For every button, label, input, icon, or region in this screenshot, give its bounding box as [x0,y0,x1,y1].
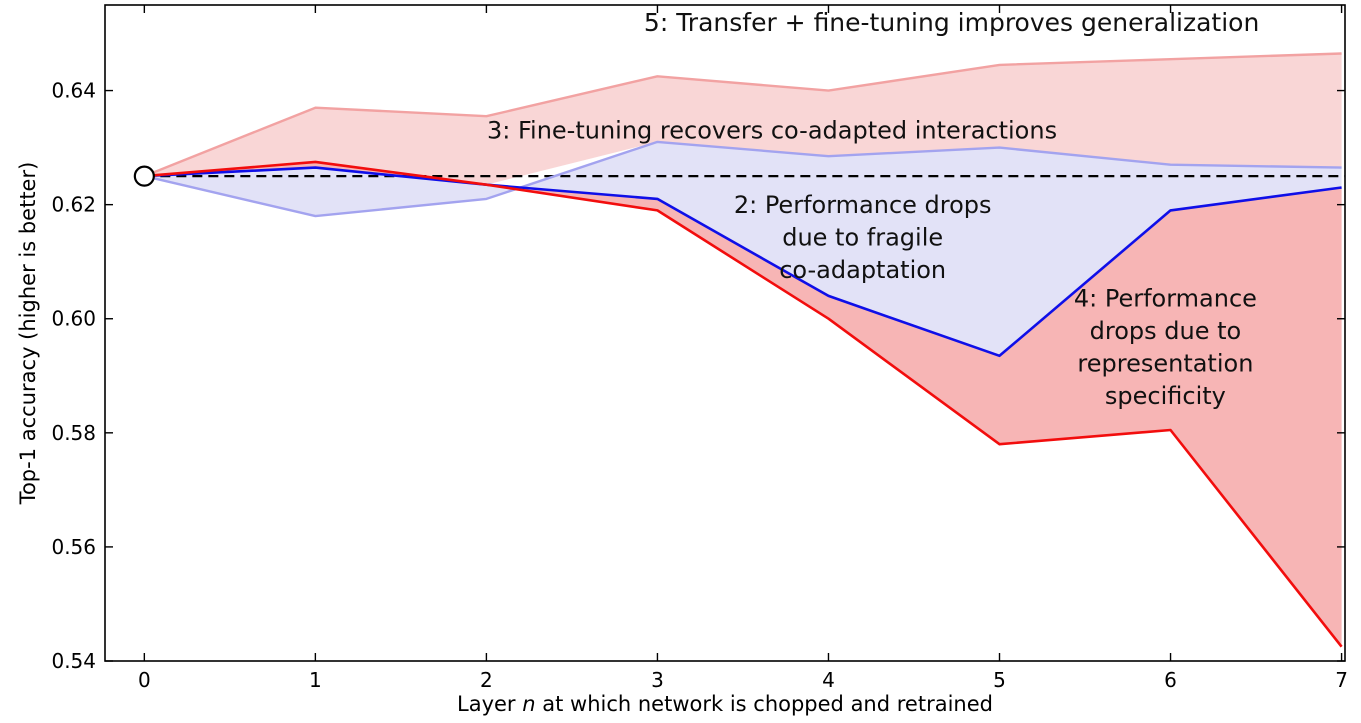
annotation-line: 5: Transfer + fine-tuning improves gener… [644,8,1259,37]
x-tick-label: 0 [138,668,151,692]
y-tick-label: 0.58 [51,421,96,445]
x-axis-label-prefix: Layer [457,692,523,716]
annotation-3-finetuning-recovers-coadapted-interactions: 3: Fine-tuning recovers co-adapted inter… [487,116,1057,144]
y-tick-label: 0.54 [51,649,96,673]
annotation-line: 4: Performance [1074,285,1257,313]
series-line-4-representation-specificity [144,160,1343,648]
series-line-5-transfer-plus-finetuning [143,52,1342,178]
y-tick-label: 0.64 [51,79,96,103]
fill-region-4-red [144,161,1342,647]
x-tick-label: 2 [480,668,493,692]
annotation-5-transfer-finetuning-improves-generalization: 5: Transfer + fine-tuning improves gener… [644,8,1259,37]
annotation-2-performance-drops-fragile-coadaptation: 2: Performance drops due to fragile co-ada… [734,191,992,284]
x-axis-label-variable: n [522,692,536,716]
x-tick-label: 4 [822,668,835,692]
fill-region-2-blue [144,141,1342,356]
y-tick-label: 0.62 [51,193,96,217]
y-axis-label: Top-1 accuracy (higher is better) [16,161,40,505]
x-tick-label: 5 [993,668,1006,692]
fill-region-5-pink [144,53,1342,185]
annotation-line: due to fragile [782,223,943,251]
series-line-2-fragile-coadaptation [144,166,1342,358]
axes-frame [104,4,1346,662]
annotation-4-performance-drops-representation-specificity: 4: Performance drops due to representation… [1074,285,1257,410]
x-axis-label: Layer n at which network is chopped and … [105,692,1345,716]
start-marker-circle [133,165,155,187]
series-line-3-finetuning-recovers-coadaptation [144,140,1342,218]
annotation-line: 2: Performance drops [734,191,992,219]
annotation-line: 3: Fine-tuning recovers co-adapted inter… [487,116,1057,144]
x-tick-label: 1 [309,668,322,692]
y-tick-label: 0.60 [51,307,96,331]
annotation-line: representation [1077,349,1253,377]
annotation-line: co-adaptation [779,256,946,284]
x-axis-label-suffix: at which network is chopped and retraine… [535,692,993,716]
x-tick-label: 7 [1335,668,1348,692]
annotation-line: drops due to [1090,317,1242,345]
annotation-line: specificity [1105,382,1226,410]
y-tick-label: 0.56 [51,535,96,559]
x-tick-label: 3 [651,668,664,692]
x-tick-label: 6 [1164,668,1177,692]
